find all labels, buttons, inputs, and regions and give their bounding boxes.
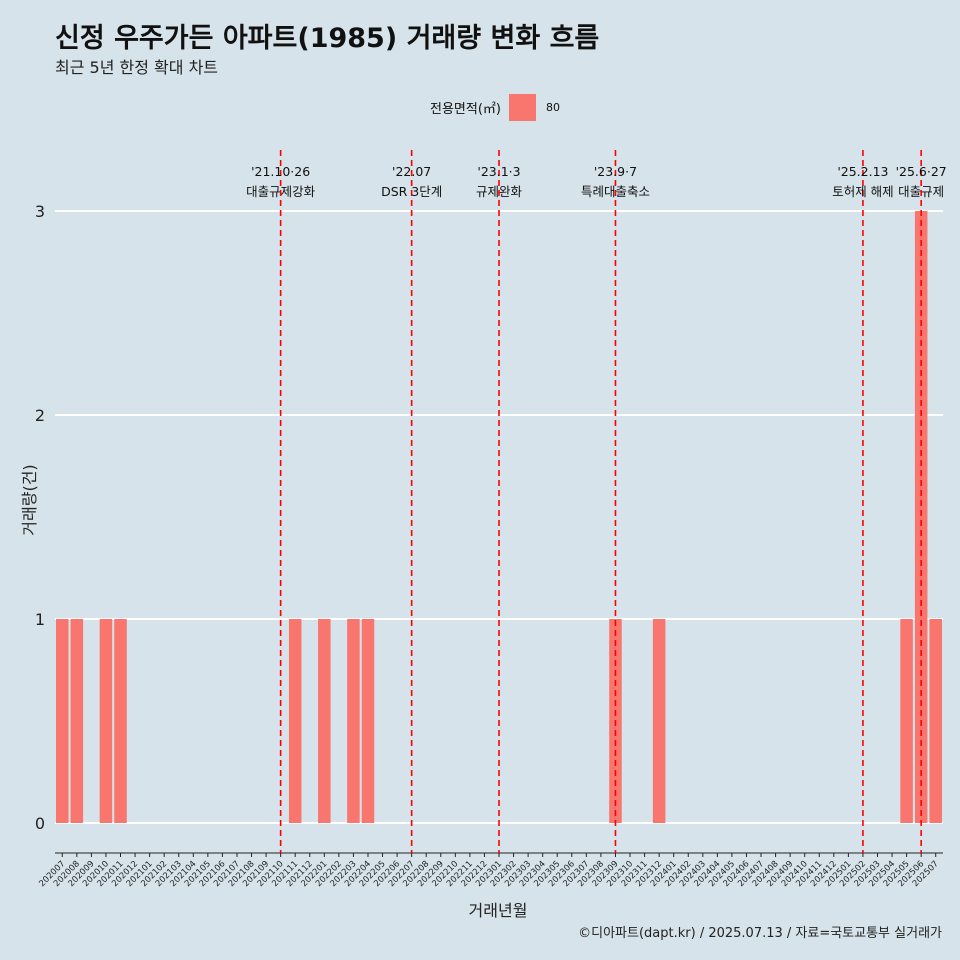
event-date-label: '23.1·3: [477, 164, 520, 179]
event-label: 대출규제: [898, 184, 944, 199]
bar: [914, 211, 928, 823]
y-tick-label: 0: [35, 814, 45, 833]
event-label: 토허제 해제: [832, 184, 893, 199]
event-date-label: '23.9·7: [594, 164, 637, 179]
source-caption: ©디아파트(dapt.kr) / 2025.07.13 / 자료=국토교통부 실…: [578, 926, 942, 941]
legend-entry-label: 80: [545, 101, 560, 114]
bar: [114, 619, 127, 823]
bar: [318, 619, 331, 823]
event-date-label: '25.6·27: [896, 164, 947, 179]
bar: [347, 619, 360, 823]
event-date-label: '21.10·26: [251, 164, 310, 179]
legend-swatch: [508, 94, 536, 121]
event-label: 규제완화: [476, 184, 523, 199]
y-tick-label: 1: [35, 610, 45, 629]
event-date-label: '25.2.13: [837, 164, 888, 179]
bar: [288, 619, 302, 823]
bar: [652, 619, 666, 823]
chart-title: 신정 우주가든 아파트(1985) 거래량 변화 흐름: [55, 23, 600, 54]
x-axis-label: 거래년월: [468, 901, 528, 920]
bar: [70, 619, 84, 823]
bar: [929, 619, 942, 823]
bar: [361, 619, 375, 823]
bar: [900, 619, 913, 823]
legend-title: 전용면적(㎡): [430, 102, 501, 117]
chart-subtitle: 최근 5년 한정 확대 차트: [55, 58, 219, 77]
event-label: 대출규제강화: [246, 184, 316, 199]
event-label: DSR 3단계: [381, 184, 442, 199]
y-tick-label: 2: [35, 406, 45, 425]
event-label: 특례대출축소: [581, 184, 650, 199]
legend: 전용면적(㎡) 80: [430, 94, 560, 121]
bar: [99, 619, 113, 823]
bar: [56, 619, 69, 823]
y-tick-label: 3: [35, 202, 45, 221]
event-date-label: '22.07: [392, 164, 431, 179]
